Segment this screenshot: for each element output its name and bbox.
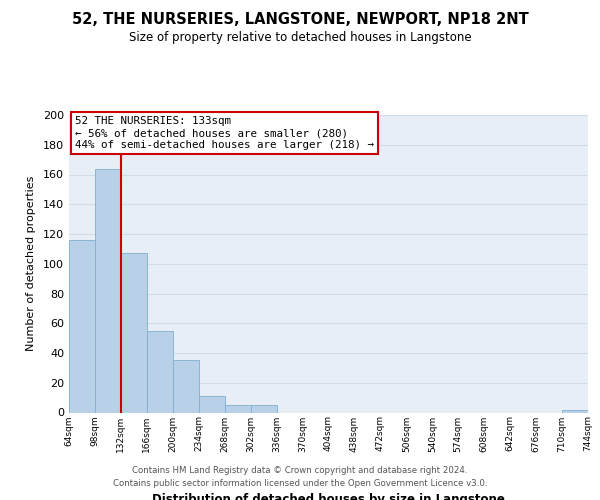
Bar [147,330,173,412]
Bar [173,360,199,412]
Text: Contains HM Land Registry data © Crown copyright and database right 2024.
Contai: Contains HM Land Registry data © Crown c… [113,466,487,487]
Bar [69,240,95,412]
Bar [121,254,147,412]
Y-axis label: Number of detached properties: Number of detached properties [26,176,36,352]
Bar [251,405,277,412]
Text: 52 THE NURSERIES: 133sqm
← 56% of detached houses are smaller (280)
44% of semi-: 52 THE NURSERIES: 133sqm ← 56% of detach… [75,116,374,150]
Text: Size of property relative to detached houses in Langstone: Size of property relative to detached ho… [128,31,472,44]
Bar [224,405,251,412]
Text: 52, THE NURSERIES, LANGSTONE, NEWPORT, NP18 2NT: 52, THE NURSERIES, LANGSTONE, NEWPORT, N… [71,12,529,28]
Bar [95,168,121,412]
X-axis label: Distribution of detached houses by size in Langstone: Distribution of detached houses by size … [152,494,505,500]
Bar [562,410,588,412]
Bar [199,396,224,412]
